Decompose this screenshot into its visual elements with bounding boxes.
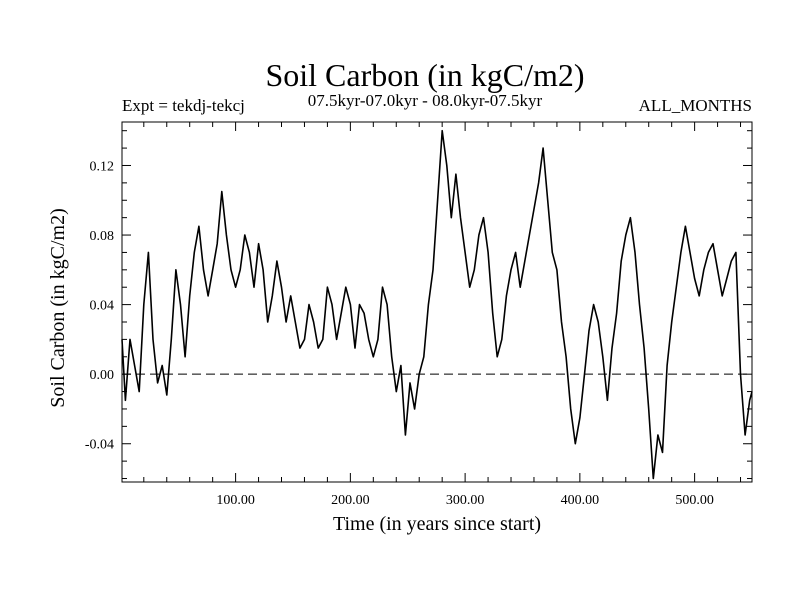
y-tick-label: -0.04 xyxy=(85,438,114,453)
x-tick-label: 200.00 xyxy=(331,493,370,508)
chart-title: Soil Carbon (in kgC/m2) xyxy=(265,57,584,93)
y-tick-label: 0.00 xyxy=(90,368,115,383)
y-axis-label: Soil Carbon (in kgC/m2) xyxy=(47,208,69,407)
y-tick-label: 0.04 xyxy=(90,299,115,314)
x-tick-label: 500.00 xyxy=(675,493,714,508)
series-line-soil-carbon xyxy=(121,129,753,480)
y-tick-label: 0.12 xyxy=(90,159,115,174)
x-tick-label: 400.00 xyxy=(561,493,600,508)
plot-area: 100.00 200.00 300.00 400.00 500.00 -0.04 0.00 0… xyxy=(85,121,753,508)
x-tick-label: 100.00 xyxy=(216,493,255,508)
y-tick-label: 0.08 xyxy=(90,229,115,244)
x-tick-label: 300.00 xyxy=(446,493,485,508)
plot-frame xyxy=(121,121,753,483)
chart-subtitle: 07.5kyr-07.0kyr - 08.0kyr-07.5kyr xyxy=(308,91,543,110)
experiment-label: Expt = tekdj-tekcj xyxy=(122,96,245,115)
season-label: ALL_MONTHS xyxy=(639,96,752,115)
x-axis-label: Time (in years since start) xyxy=(333,513,541,535)
